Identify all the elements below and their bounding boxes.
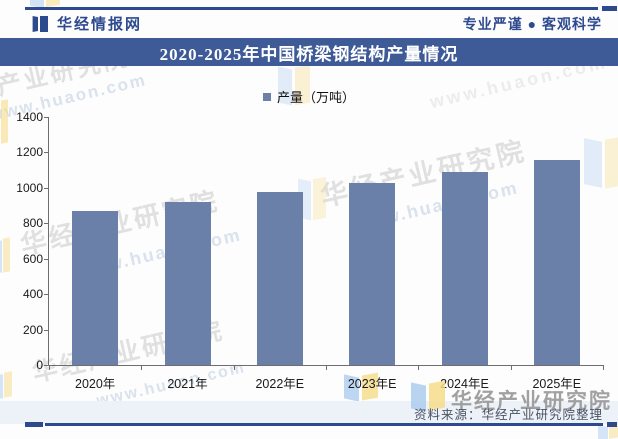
legend-marker-icon: [262, 92, 271, 101]
x-axis-label: 2024年E: [440, 377, 489, 391]
y-axis-tick: [44, 152, 49, 154]
y-axis-tick: [44, 329, 49, 331]
x-axis-label: 2021年: [167, 377, 208, 391]
header-slogan: 专业严谨 ● 客观科学: [462, 15, 602, 32]
y-axis-label: 1400: [16, 110, 43, 124]
y-axis-tick: [44, 294, 49, 296]
chart-title: 2020-2025年中国桥梁钢结构产量情况: [159, 44, 459, 64]
y-axis-label: 800: [22, 216, 43, 231]
y-axis-label: 600: [22, 251, 43, 266]
y-axis-tick: [44, 187, 49, 189]
bottom-border-cap-left: [25, 422, 43, 427]
y-axis-label: 0: [36, 358, 43, 372]
source-note: 资料来源：华经产业研究院整理: [413, 408, 603, 422]
bar-2023年E: [349, 182, 396, 365]
huajing-book-logo-icon: [0, 371, 12, 400]
legend-label: 产量（万吨）: [276, 90, 355, 105]
y-axis-tick: [44, 117, 49, 118]
x-axis-label: 2025年E: [532, 377, 582, 391]
huajing-book-logo-icon: [30, 0, 60, 9]
bar-2021年: [164, 202, 211, 365]
x-axis-tick: [603, 365, 604, 370]
x-axis-tick: [49, 365, 50, 370]
y-axis-label: 1000: [16, 180, 43, 195]
x-axis-label: 2020年: [75, 377, 116, 391]
x-axis-tick: [510, 365, 512, 370]
plot-area: 0 200 400 600 800 1000 1200 1400 2020年 2021年 2022年…: [16, 110, 604, 391]
x-axis-label: 2023年E: [347, 377, 397, 391]
x-axis-tick: [141, 365, 143, 370]
x-axis-tick: [233, 365, 235, 370]
bar-2025年E: [533, 160, 580, 365]
x-axis-tick: [326, 365, 327, 370]
chart-title-band: 2020-2025年中国桥梁钢结构产量情况: [0, 38, 618, 66]
top-border-line: [25, 7, 598, 10]
bar-2022年E: [256, 192, 303, 365]
x-axis-label: 2022年E: [255, 377, 305, 391]
y-axis-label: 1200: [16, 145, 43, 160]
top-border-cap: [602, 6, 617, 11]
y-axis-label: 200: [22, 322, 43, 337]
y-axis-tick: [44, 365, 49, 366]
y-axis-label: 400: [22, 287, 43, 302]
bottom-border-cap-right: [607, 422, 617, 427]
brand: 华经情报网: [32, 13, 142, 34]
bar-2024年E: [441, 171, 488, 365]
header: 华经情报网 专业严谨 ● 客观科学: [0, 10, 618, 37]
legend: 产量（万吨）: [0, 87, 618, 106]
bar-2020年: [72, 210, 119, 365]
y-axis-tick: [44, 258, 49, 260]
huajing-book-logo-icon: [0, 99, 8, 148]
footer-strip: [0, 401, 618, 424]
x-axis-tick: [418, 365, 420, 370]
huajing-logo-icon: [32, 15, 50, 32]
brand-name: 华经情报网: [57, 16, 143, 33]
y-axis-tick: [44, 223, 49, 225]
bottom-border-line: [45, 423, 603, 426]
